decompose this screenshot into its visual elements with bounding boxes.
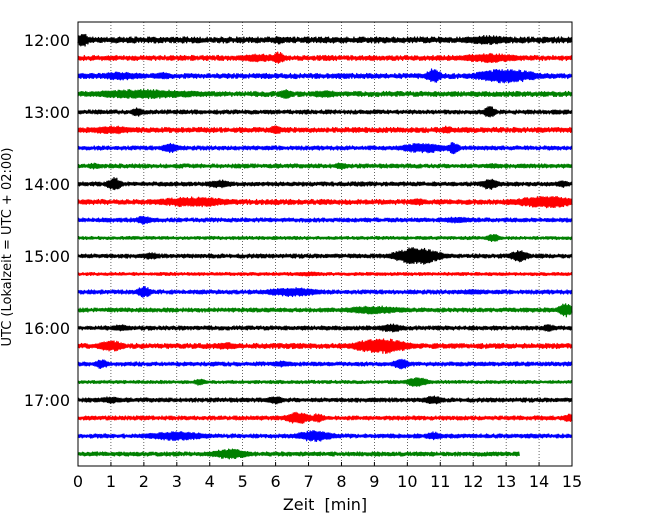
seismic-traces [77,33,573,460]
trace-1300 [77,106,573,118]
x-tick-label: 3 [172,472,182,491]
trace-1730 [77,429,573,442]
trace-1600 [77,323,573,333]
x-tick-label: 12 [463,472,483,491]
trace-1330 [77,142,573,155]
x-tick-label: 9 [369,472,379,491]
trace-1430 [77,215,573,225]
trace-1515 [77,271,573,277]
y-tick-label: 14:00 [24,175,70,194]
x-tick-label: 6 [271,472,281,491]
trace-1630 [77,358,573,370]
y-tick-label: 15:00 [24,247,70,266]
x-tick-label: 2 [139,472,149,491]
y-tick-label: 17:00 [24,391,70,410]
y-axis-label: UTC (Lokalzeit = UTC + 02:00) [0,148,15,347]
trace-1200 [77,33,573,47]
trace-1615 [77,338,573,354]
trace-1715 [77,411,573,424]
trace-1445 [77,234,573,243]
trace-1500 [77,247,573,265]
trace-1645 [77,377,573,387]
trace-1530 [77,285,573,298]
trace-1400 [77,177,573,191]
x-tick-label: 13 [496,472,516,491]
x-tick-label: 5 [238,472,248,491]
y-tick-label: 12:00 [24,31,70,50]
trace-1230 [77,68,573,84]
trace-1545 [77,303,573,318]
x-tick-label: 7 [303,472,313,491]
x-tick-label: 0 [73,472,83,491]
x-tick-label: 10 [397,472,417,491]
trace-1700 [77,395,573,405]
x-tick-label: 11 [430,472,450,491]
tick-labels: 0 1 2 3 4 5 6 7 8 9 10 11 12 13 14 1512:0013:0014:0015:… [24,31,582,491]
x-tick-label: 14 [529,472,549,491]
x-tick-label: 15 [562,472,582,491]
trace-1745 [77,448,520,460]
trace-1245 [77,88,573,100]
x-axis-label: Zeit [min] [283,495,367,514]
trace-1345 [77,162,573,171]
x-tick-label: 1 [106,472,116,491]
trace-1315 [77,125,573,135]
trace-1215 [77,51,573,64]
x-tick-label: 8 [336,472,346,491]
y-tick-label: 13:00 [24,103,70,122]
y-tick-label: 16:00 [24,319,70,338]
plot-frame [77,21,573,467]
trace-1415 [77,195,573,209]
x-tick-label: 4 [205,472,215,491]
